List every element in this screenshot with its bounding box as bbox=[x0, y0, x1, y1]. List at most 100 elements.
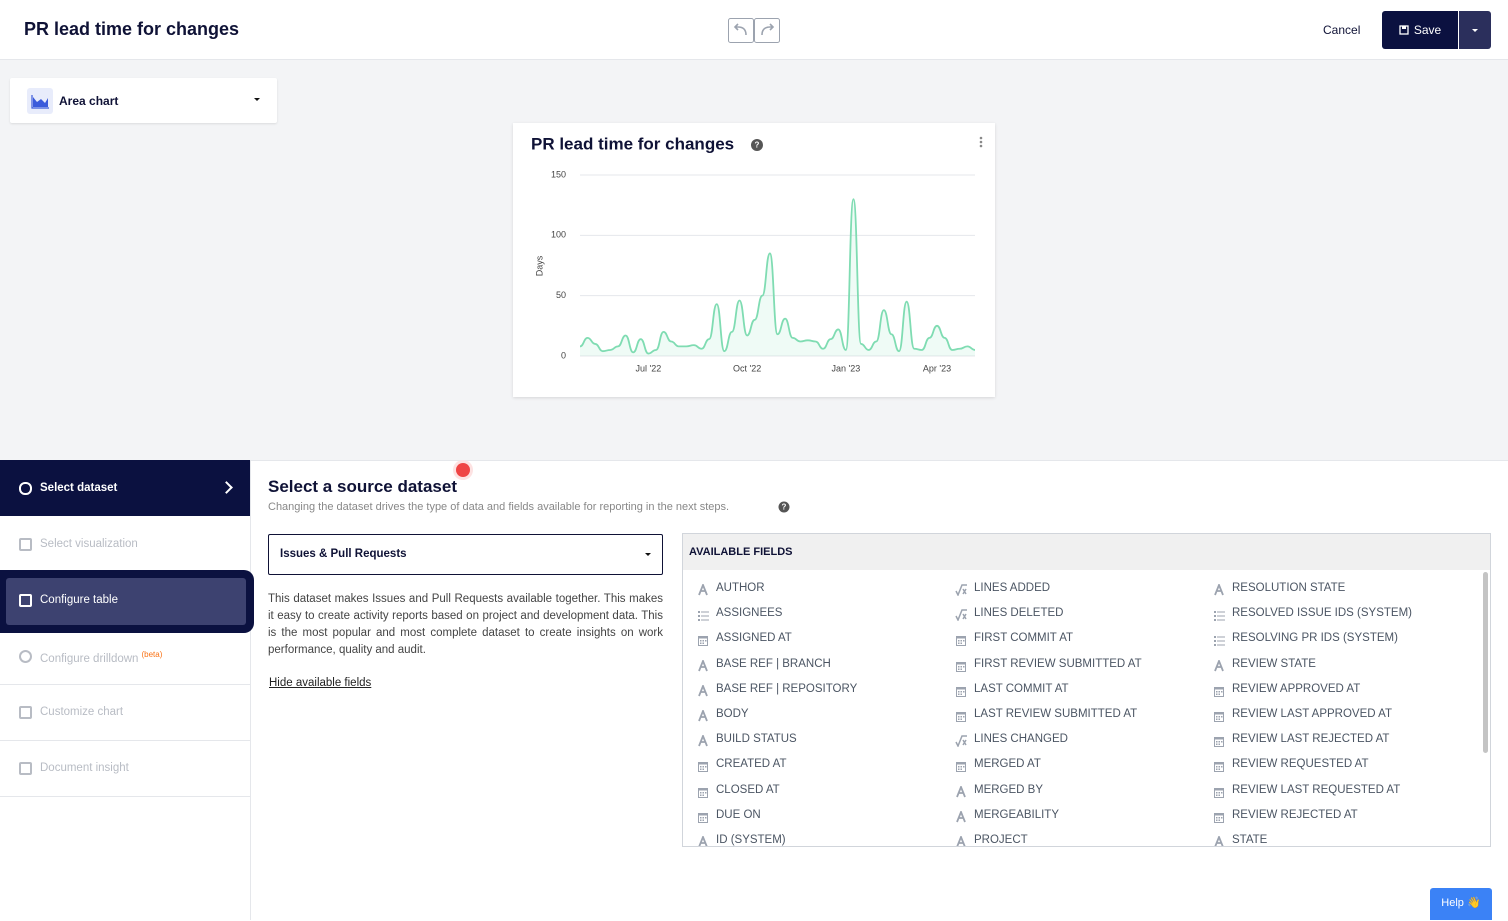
field-icon bbox=[1213, 582, 1225, 596]
icon bbox=[956, 686, 966, 697]
toggle-fields-link[interactable]: Hide available fields bbox=[269, 677, 372, 689]
undo-button[interactable] bbox=[728, 18, 754, 43]
sidebar-label[interactable]: Select dataset bbox=[40, 482, 118, 494]
field-name[interactable]: RESOLVED ISSUE IDS (SYSTEM) bbox=[1232, 607, 1412, 620]
field-name[interactable]: LAST REVIEW SUBMITTED AT bbox=[974, 708, 1138, 720]
save-label: Save bbox=[1413, 23, 1442, 37]
field-icon bbox=[955, 684, 967, 697]
icon bbox=[956, 784, 966, 797]
undo-redo[interactable] bbox=[728, 18, 781, 43]
field-name[interactable]: MERGEABILITY bbox=[974, 808, 1059, 821]
field-name[interactable]: REVIEW APPROVED AT bbox=[1232, 682, 1361, 695]
icon bbox=[698, 762, 708, 773]
y-axis-title: Days bbox=[534, 255, 544, 276]
chart-card: PR lead time for changes ? Days 0 50 100 15… bbox=[513, 123, 995, 397]
field-icon bbox=[697, 834, 709, 846]
icon bbox=[1214, 636, 1225, 647]
icon bbox=[1214, 737, 1224, 748]
field-icon bbox=[955, 734, 967, 749]
field-name[interactable]: DUE ON bbox=[716, 808, 761, 821]
fields-header-label: AVAILABLE FIELDS bbox=[689, 546, 793, 558]
field-name[interactable]: LINES DELETED bbox=[974, 607, 1064, 620]
y-tick-label: 150 bbox=[551, 169, 566, 179]
icon bbox=[956, 834, 966, 846]
field-icon bbox=[1213, 709, 1225, 722]
field-name[interactable]: BODY bbox=[716, 708, 749, 720]
field-icon bbox=[1213, 834, 1225, 846]
icon bbox=[698, 834, 708, 846]
field-name[interactable]: BASE REF | BRANCH bbox=[716, 657, 831, 670]
help-button[interactable]: Help 👋 bbox=[1430, 888, 1492, 920]
field-name[interactable]: ASSIGNED AT bbox=[716, 632, 792, 645]
x-tick-label: Jan '23 bbox=[831, 363, 860, 373]
field-icon bbox=[697, 708, 709, 722]
field-icon bbox=[1213, 759, 1225, 773]
sidebar-label[interactable]: Customize chart bbox=[40, 706, 124, 718]
field-name[interactable]: AUTHOR bbox=[716, 582, 765, 594]
scrollbar[interactable] bbox=[1483, 572, 1488, 753]
field-name[interactable]: STATE bbox=[1232, 834, 1268, 846]
sidebar-label[interactable]: Configure table bbox=[40, 594, 118, 606]
icon bbox=[956, 809, 966, 823]
field-name[interactable]: CLOSED AT bbox=[716, 783, 780, 796]
field-name[interactable]: REVIEW STATE bbox=[1232, 657, 1316, 670]
sidebar-item-highlight bbox=[6, 578, 246, 625]
sidebar-border bbox=[250, 460, 251, 920]
dataset-paragraph: This dataset makes Issues and Pull Reque… bbox=[268, 593, 663, 656]
icon bbox=[1214, 812, 1224, 823]
field-name[interactable]: LAST COMMIT AT bbox=[974, 682, 1069, 695]
dataset-select[interactable]: Issues & Pull Requests bbox=[268, 534, 663, 575]
icon bbox=[698, 787, 708, 798]
save-menu-button[interactable] bbox=[1459, 11, 1491, 49]
save-button[interactable]: Save bbox=[1382, 11, 1458, 49]
help-icon[interactable]: ? bbox=[778, 501, 790, 513]
help-icon[interactable] bbox=[751, 139, 763, 151]
field-name[interactable]: FIRST COMMIT AT bbox=[974, 632, 1074, 645]
field-name[interactable]: ASSIGNEES bbox=[716, 607, 783, 620]
field-icon bbox=[1213, 684, 1225, 697]
caret bbox=[1472, 29, 1478, 32]
sidebar-label[interactable]: Document insight bbox=[40, 762, 129, 774]
field-name[interactable]: REVIEW REJECTED AT bbox=[1232, 808, 1358, 821]
field-name[interactable]: MERGED BY bbox=[974, 783, 1044, 796]
icon bbox=[1214, 686, 1224, 697]
field-name[interactable]: ID (SYSTEM) bbox=[716, 834, 786, 846]
chart-menu[interactable] bbox=[979, 136, 983, 148]
area bbox=[580, 199, 975, 356]
field-icon bbox=[1213, 810, 1225, 823]
field-name[interactable]: REVIEW LAST REQUESTED AT bbox=[1232, 783, 1401, 796]
sidebar-item-active[interactable] bbox=[0, 460, 250, 516]
caret bbox=[254, 98, 260, 101]
field-name[interactable]: REVIEW LAST REJECTED AT bbox=[1232, 733, 1390, 746]
field-name[interactable]: FIRST REVIEW SUBMITTED AT bbox=[974, 657, 1142, 670]
svg-text:?: ? bbox=[782, 503, 787, 512]
field-icon bbox=[1213, 785, 1225, 798]
field-name[interactable]: REVIEW LAST APPROVED AT bbox=[1232, 708, 1392, 720]
icon bbox=[1214, 762, 1224, 773]
redo-button[interactable] bbox=[754, 18, 780, 43]
icon bbox=[1214, 658, 1224, 671]
field-icon bbox=[955, 583, 967, 597]
sidebar-label[interactable]: Configure drilldown (beta) bbox=[40, 650, 163, 665]
viz-selector[interactable]: Area chart bbox=[10, 78, 277, 123]
field-name[interactable]: LINES ADDED bbox=[974, 582, 1051, 594]
icon bbox=[955, 584, 967, 597]
field-icon bbox=[955, 633, 967, 647]
icon bbox=[956, 712, 966, 722]
field-name[interactable]: RESOLUTION STATE bbox=[1232, 582, 1346, 594]
field-name[interactable]: PROJECT bbox=[974, 834, 1028, 846]
field-name[interactable]: LINES CHANGED bbox=[974, 733, 1068, 746]
dataset-select-value: Issues & Pull Requests bbox=[280, 548, 407, 560]
field-name[interactable]: BUILD STATUS bbox=[716, 733, 797, 746]
field-name[interactable]: CREATED AT bbox=[716, 758, 787, 771]
fields-header bbox=[683, 534, 1490, 570]
field-name[interactable]: MERGED AT bbox=[974, 758, 1041, 771]
cancel-button[interactable]: Cancel bbox=[1323, 23, 1361, 37]
field-name[interactable]: RESOLVING PR IDS (SYSTEM) bbox=[1232, 632, 1398, 645]
y-tick-label: 50 bbox=[556, 290, 566, 300]
field-name[interactable]: REVIEW REQUESTED AT bbox=[1232, 758, 1369, 771]
sidebar-icon bbox=[19, 706, 32, 719]
field-name[interactable]: BASE REF | REPOSITORY bbox=[716, 682, 858, 695]
section-description: Changing the dataset drives the type of … bbox=[268, 501, 730, 513]
